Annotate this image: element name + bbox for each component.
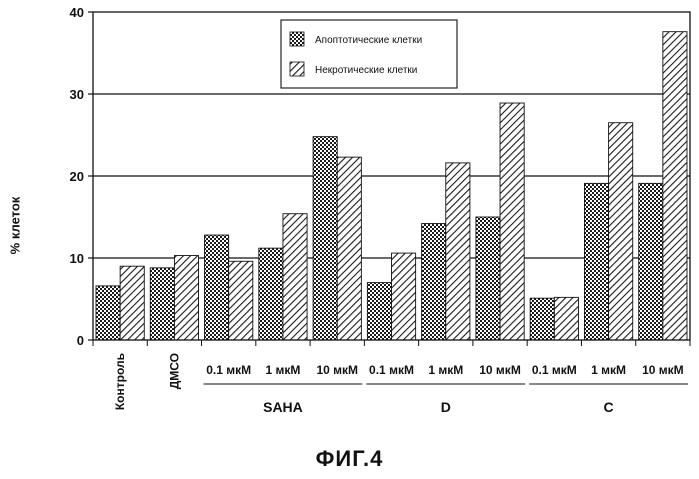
x-category-label: 1 мкМ [266,363,301,377]
x-category-label: 1 мкМ [428,363,463,377]
x-category-label: 1 мкМ [591,363,626,377]
bar-apoptotic [95,285,121,341]
x-category-label: 10 мкМ [316,363,358,377]
bar-apoptotic [638,182,664,341]
bar-necrotic [445,162,471,341]
x-category-label: 0.1 мкМ [206,363,251,377]
axes [88,11,691,385]
bar-apoptotic [204,234,230,341]
bar-apoptotic [312,136,338,341]
bars [95,31,688,341]
axis-labels: 0 10 20 30 40 Контроль ДМСО 0.1 мкМ 1 мкМ 10 мкМ 0… [70,5,684,415]
legend-label: Некротические клетки [315,65,417,76]
bar-necrotic [553,296,579,341]
bar-necrotic [391,252,417,341]
bar-necrotic [499,102,525,341]
x-category-label: ДМСО [167,353,181,389]
group-label: SAHA [263,399,303,415]
bar-apoptotic [149,267,175,341]
legend-box [280,19,458,89]
bar-necrotic [173,255,199,341]
legend: Апоптотические клетки Некротические клетк… [280,19,458,89]
bar-apoptotic [366,282,392,341]
x-category-label: 10 мкМ [642,363,684,377]
group-label: D [441,399,451,415]
y-axis-title-text: % клеток [7,196,23,254]
bar-necrotic [608,122,634,341]
bar-necrotic [662,31,688,341]
legend-label: Апоптотические клетки [315,35,422,46]
bar-necrotic [119,265,145,341]
bar-apoptotic [475,216,501,341]
bar-apoptotic [584,182,610,341]
x-category-label: 0.1 мкМ [369,363,414,377]
y-tick-label: 40 [70,5,84,20]
bar-necrotic [228,260,254,341]
group-label: C [604,399,614,415]
legend-swatch [289,61,305,77]
legend-swatch [289,31,305,47]
bar-necrotic [282,213,308,341]
y-tick-label: 0 [77,333,84,348]
bar-apoptotic [258,247,284,341]
bar-necrotic [336,156,362,341]
x-category-label: 0.1 мкМ [532,363,577,377]
y-tick-label: 20 [70,169,84,184]
y-tick-label: 10 [70,251,84,266]
y-tick-label: 30 [70,87,84,102]
x-category-label: 10 мкМ [479,363,521,377]
figure-caption: ФИГ.4 [315,446,384,471]
bar-apoptotic [529,297,555,341]
x-category-label: Контроль [113,353,127,410]
y-axis-title: % клеток [2,170,28,280]
bar-apoptotic [421,223,447,341]
